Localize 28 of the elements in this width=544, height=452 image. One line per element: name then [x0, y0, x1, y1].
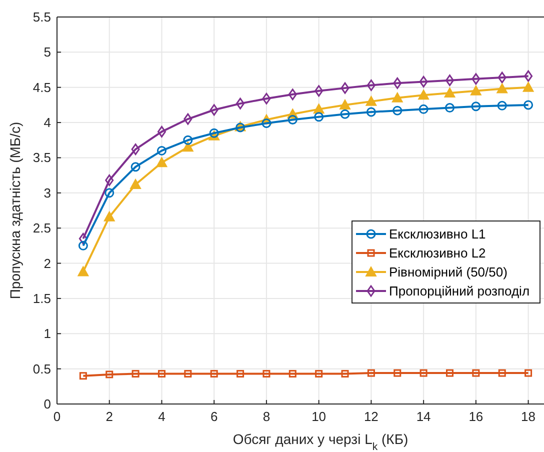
x-tick-label: 0 [53, 409, 61, 424]
y-tick-label: 0 [44, 396, 51, 412]
x-tick-label: 16 [468, 409, 484, 424]
y-tick-label: 1 [44, 326, 51, 342]
y-tick-label: 0.5 [32, 361, 51, 376]
x-tick-label: 8 [262, 409, 270, 424]
x-tick-label: 18 [521, 409, 536, 424]
y-tick-label: 2 [44, 256, 51, 271]
y-axis-title: Пропускна здатність (МБ/с) [7, 122, 23, 300]
y-tick-label: 5 [44, 44, 51, 60]
y-tick-label: 5.5 [32, 10, 51, 24]
y-tick-label: 4 [44, 115, 51, 130]
x-tick-label: 2 [106, 409, 113, 424]
x-tick-label: 14 [416, 409, 431, 424]
y-tick-label: 3.5 [32, 150, 51, 166]
legend-label: Рівномірний (50/50) [389, 264, 508, 280]
legend-label: Ексклюзивно L2 [389, 246, 486, 260]
y-tick-label: 4.5 [32, 80, 51, 95]
legend-label: Пропорційний розподіл [389, 284, 530, 298]
y-tick-label: 2.5 [32, 220, 51, 236]
x-axis-title: Обсяг даних у черзі L$_{k}$ (КБ) [232, 431, 408, 452]
legend-label: Ексклюзивно L1 [389, 226, 486, 242]
x-tick-label: 6 [210, 409, 218, 424]
y-tick-label: 1.5 [32, 290, 51, 306]
x-tick-label: 10 [312, 409, 326, 424]
x-tick-label: 12 [364, 409, 378, 424]
x-tick-label: 4 [158, 409, 166, 424]
y-tick-label: 3 [44, 185, 51, 200]
